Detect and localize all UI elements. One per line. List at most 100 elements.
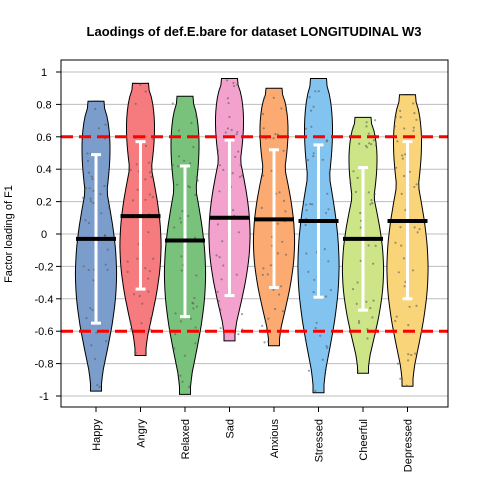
data-point xyxy=(281,310,284,313)
data-point xyxy=(173,347,176,350)
data-point xyxy=(234,155,237,158)
data-point xyxy=(414,352,417,355)
data-point xyxy=(87,268,90,272)
data-point xyxy=(401,157,404,160)
data-point xyxy=(373,193,376,196)
data-point xyxy=(195,305,198,308)
data-point xyxy=(194,326,197,329)
data-point xyxy=(304,223,307,227)
data-point xyxy=(415,183,418,186)
data-point xyxy=(328,172,331,175)
data-point xyxy=(399,377,402,380)
data-point xyxy=(238,175,242,178)
data-point xyxy=(228,115,231,119)
data-point xyxy=(307,369,311,372)
y-tick-label: -0.8 xyxy=(35,359,54,371)
data-point xyxy=(307,158,310,162)
data-point xyxy=(304,338,307,342)
data-point xyxy=(218,190,221,193)
data-point xyxy=(94,107,97,111)
data-point xyxy=(396,362,400,365)
data-point xyxy=(222,264,225,267)
data-point xyxy=(408,305,411,308)
data-point xyxy=(266,273,269,276)
data-point xyxy=(359,259,362,262)
data-point xyxy=(284,108,288,111)
data-point xyxy=(352,288,355,291)
data-point xyxy=(147,277,150,280)
data-point xyxy=(305,252,308,255)
data-point xyxy=(324,368,327,371)
data-point xyxy=(150,175,153,179)
data-point xyxy=(96,384,99,387)
data-point xyxy=(413,112,416,115)
data-point xyxy=(85,317,88,320)
x-tick-label: Angry xyxy=(136,419,148,448)
data-point xyxy=(262,174,265,177)
data-point xyxy=(134,102,137,105)
data-point xyxy=(152,138,155,141)
data-point xyxy=(194,342,197,345)
x-tick-label: Happy xyxy=(91,419,103,451)
x-tick-label: Sad xyxy=(225,419,237,439)
data-point xyxy=(129,168,132,171)
data-point xyxy=(312,291,315,294)
data-point xyxy=(359,226,362,229)
data-point xyxy=(272,137,275,140)
data-point xyxy=(312,105,315,108)
data-point xyxy=(180,255,183,258)
data-point xyxy=(236,130,239,134)
data-point xyxy=(305,209,308,212)
data-point xyxy=(407,324,410,327)
data-point xyxy=(220,278,223,281)
data-point xyxy=(394,241,397,244)
data-point xyxy=(237,231,240,234)
data-point xyxy=(263,341,266,344)
data-point xyxy=(100,212,103,215)
violin-sad xyxy=(208,77,251,342)
data-point xyxy=(314,389,317,392)
data-point xyxy=(312,152,315,155)
data-point xyxy=(262,267,265,270)
data-point xyxy=(372,139,375,142)
data-point xyxy=(192,146,195,149)
data-point xyxy=(394,115,397,118)
data-point xyxy=(352,126,355,129)
y-axis-label: Factor loading of F1 xyxy=(3,185,15,283)
data-point xyxy=(369,203,372,206)
data-point xyxy=(194,236,197,239)
data-point xyxy=(107,206,110,209)
data-point xyxy=(367,244,370,247)
data-point xyxy=(218,164,222,167)
data-point xyxy=(357,320,361,323)
data-point xyxy=(129,321,132,324)
data-point xyxy=(315,321,318,324)
data-point xyxy=(89,200,92,203)
data-point xyxy=(230,128,233,132)
data-point xyxy=(394,319,397,323)
data-point xyxy=(225,79,229,82)
data-point xyxy=(280,285,283,288)
data-point xyxy=(176,165,179,168)
data-point xyxy=(94,357,97,360)
data-point xyxy=(307,270,310,273)
data-point xyxy=(260,206,263,209)
data-point xyxy=(99,193,102,196)
x-tick-label: Depressed xyxy=(403,419,415,472)
data-point xyxy=(181,380,184,383)
data-point xyxy=(82,265,85,268)
data-point xyxy=(413,185,416,189)
data-point xyxy=(148,171,151,174)
data-point xyxy=(276,133,280,136)
data-point xyxy=(404,153,407,156)
data-point xyxy=(407,353,410,356)
data-point xyxy=(418,228,421,231)
data-point xyxy=(393,125,396,128)
data-point xyxy=(374,244,377,247)
violin-anxious xyxy=(252,87,296,347)
data-point xyxy=(144,178,147,181)
data-point xyxy=(311,203,314,206)
data-point xyxy=(216,290,219,293)
data-point xyxy=(176,183,179,186)
data-point xyxy=(232,209,235,212)
